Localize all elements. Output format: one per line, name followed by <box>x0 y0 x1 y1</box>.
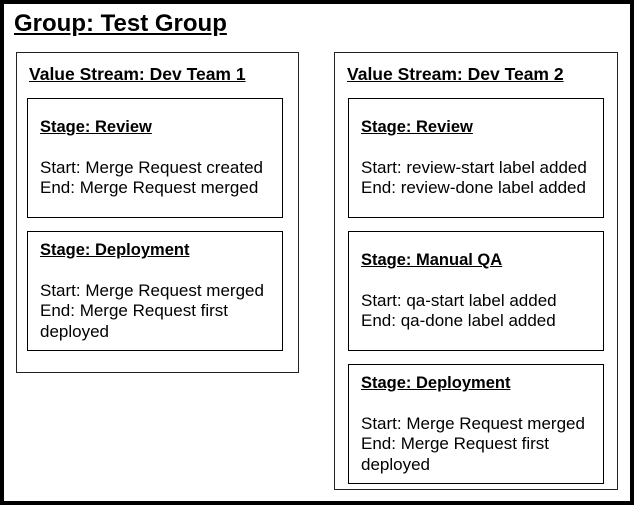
value-stream-dev-team-1: Value Stream: Dev Team 1 <box>16 52 299 373</box>
value-stream-title: Value Stream: Dev Team 2 <box>347 64 564 84</box>
stage-box: Stage: Deployment Start: Merge Request m… <box>348 364 604 484</box>
stage-box: Stage: Review Start: review-start label … <box>348 98 604 218</box>
stage-start: Start: Merge Request merged <box>40 280 264 300</box>
stage-end: End: qa-done label added <box>361 311 556 331</box>
stage-end: End: Merge Request first deployed <box>361 434 550 474</box>
stage-title: Stage: Deployment <box>40 241 190 259</box>
stage-start: Start: review-start label added <box>361 157 587 177</box>
stage-box: Stage: Deployment Start: Merge Request m… <box>27 231 283 351</box>
stage-start: Start: qa-start label added <box>361 290 557 310</box>
stage-title: Stage: Review <box>40 118 152 137</box>
stage-title: Stage: Deployment <box>361 374 511 392</box>
stage-end: End: review-done label added <box>361 178 586 198</box>
stage-end: End: Merge Request first deployed <box>40 301 229 341</box>
stage-box: Stage: Review Start: Merge Request creat… <box>27 98 283 218</box>
stage-box: Stage: Manual QA Start: qa-start label a… <box>348 231 604 351</box>
value-stream-dev-team-2: Value Stream: Dev Team 2 <box>334 52 618 490</box>
stage-start: Start: Merge Request merged <box>361 413 585 433</box>
value-stream-title: Value Stream: Dev Team 1 <box>29 64 246 84</box>
stage-title: Stage: Manual QA <box>361 251 503 270</box>
stage-start: Start: Merge Request created <box>40 157 264 177</box>
stage-title: Stage: Review <box>361 118 473 137</box>
stage-end: End: Merge Request merged <box>40 178 259 198</box>
group-title: Group: Test Group <box>14 10 227 37</box>
